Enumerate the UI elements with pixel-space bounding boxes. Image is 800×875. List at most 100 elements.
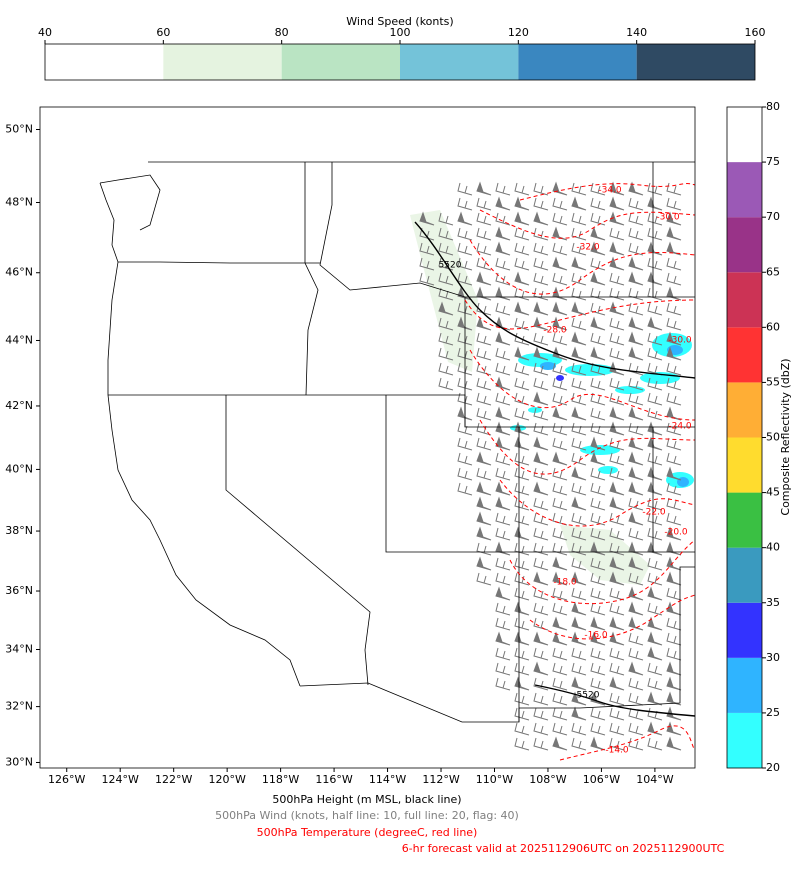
colorbar-bin	[727, 602, 762, 658]
contour-label: -32.0	[576, 243, 600, 253]
wind-barb	[571, 422, 587, 436]
wind-barb	[590, 422, 606, 436]
wind-barb	[571, 616, 587, 631]
wind-barb	[514, 617, 530, 631]
wind-barb	[514, 346, 530, 361]
wind-barb	[628, 647, 644, 661]
wind-barb	[609, 647, 625, 661]
wind-barb	[552, 722, 568, 736]
wind-barb	[571, 377, 587, 391]
wind-barb	[495, 647, 511, 661]
tick-label: 30	[766, 651, 780, 664]
wind-barb	[571, 631, 587, 646]
wind-barb	[571, 496, 587, 511]
wind-barb	[552, 212, 568, 226]
wind-barb	[571, 527, 587, 541]
wind-barb	[476, 227, 492, 241]
wind-barb	[647, 677, 663, 691]
wind-barb	[514, 182, 530, 196]
tick-label: 75	[766, 155, 780, 168]
tick-label: 40	[766, 541, 780, 554]
wind-barb	[628, 331, 644, 346]
y-tick-label: 46°N	[5, 266, 33, 279]
x-tick-label: 120°W	[208, 773, 245, 786]
wind-barb	[666, 706, 682, 721]
wind-barb	[552, 256, 568, 271]
wind-barb	[628, 227, 644, 241]
wind-barb	[533, 422, 549, 436]
wind-barb	[552, 362, 568, 376]
wind-barb	[495, 286, 511, 301]
wind-barb	[533, 346, 549, 361]
tick-label: 35	[766, 596, 780, 609]
wind-barb	[457, 182, 473, 196]
wind-barb	[571, 212, 587, 226]
echo	[598, 466, 618, 474]
wind-barb	[476, 526, 492, 541]
wind-barb	[438, 377, 454, 391]
wind-barb	[438, 227, 454, 241]
wind-barb	[438, 332, 454, 346]
contour	[469, 349, 696, 421]
contour-label: -14.0	[605, 746, 629, 756]
wind-barb	[628, 316, 644, 331]
wind-barb	[609, 392, 625, 406]
wind-barb	[590, 197, 606, 211]
wind-barb	[628, 362, 644, 376]
wind-barb	[647, 557, 663, 571]
wind-barb	[590, 241, 606, 256]
wind-barb	[666, 331, 682, 346]
wind-barb	[666, 182, 682, 196]
y-tick-label: 42°N	[5, 399, 33, 412]
border	[304, 162, 319, 396]
wind-barb	[647, 646, 663, 661]
wind-barb	[647, 691, 663, 706]
wind-barb	[514, 377, 530, 391]
wind-barb	[628, 181, 644, 196]
wind-barb	[533, 391, 549, 406]
wind-barb	[571, 737, 587, 751]
y-tick-label: 48°N	[5, 196, 33, 209]
wind-barb	[666, 512, 682, 526]
wind-barb	[495, 572, 511, 586]
contour	[464, 299, 696, 330]
wind-barb	[628, 527, 644, 541]
wind-barb	[647, 602, 663, 616]
wind-barb	[533, 377, 549, 391]
wind-barb	[476, 407, 492, 421]
wind-barb	[419, 242, 435, 256]
wind-barb	[609, 481, 625, 496]
wind-barb	[495, 406, 511, 421]
wind-barb	[495, 527, 511, 541]
wind-barb	[495, 392, 511, 406]
wind-barb	[609, 496, 625, 511]
wind-barb	[609, 527, 625, 541]
wind-barb	[590, 587, 606, 601]
wind-barb	[552, 542, 568, 556]
wind-barb	[552, 647, 568, 661]
wind-barb	[495, 212, 511, 226]
wind-barb	[476, 316, 492, 331]
border	[319, 162, 654, 298]
wind-barb	[438, 317, 454, 331]
wind-barb	[609, 211, 625, 226]
contour	[499, 479, 696, 527]
wind-barb	[666, 647, 682, 661]
wind-barb	[609, 452, 625, 466]
wind-barb	[533, 692, 549, 706]
wind-barb	[533, 197, 549, 211]
wind-barb	[476, 197, 492, 211]
wind-barb	[514, 242, 530, 256]
wind-barb	[533, 257, 549, 271]
wind-barb	[533, 542, 549, 556]
wind-barb	[552, 602, 568, 616]
wind-barb	[666, 526, 682, 541]
wind-barb	[533, 436, 549, 451]
wind-barb	[666, 272, 682, 286]
wind-barb	[609, 437, 625, 451]
wind-barb	[628, 586, 644, 601]
wind-barb	[609, 241, 625, 256]
wind-barb	[609, 737, 625, 751]
wind-barb	[609, 181, 625, 196]
